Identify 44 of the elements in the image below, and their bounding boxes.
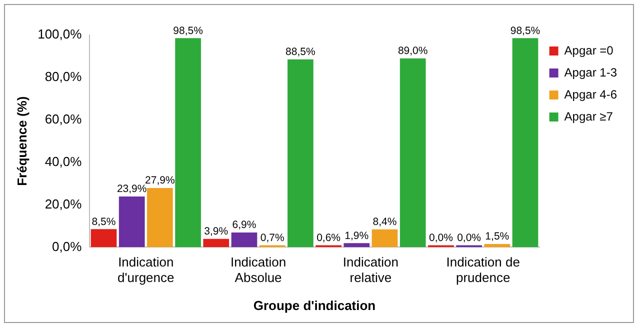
data-label: 0,6% [316, 232, 341, 244]
data-label: 98,5% [173, 24, 203, 37]
data-label: 27,9% [145, 174, 175, 187]
bar [484, 244, 510, 248]
bar [203, 238, 230, 248]
bar [288, 59, 314, 248]
x-axis-title: Groupe d'indication [253, 298, 376, 313]
bar [344, 243, 370, 248]
data-label: 1,5% [485, 230, 510, 243]
x-tick-label: Indication Absolue [230, 254, 286, 286]
data-label: 88,5% [286, 46, 316, 58]
data-label: 0,7% [260, 232, 284, 244]
legend-label: Apgar =0 [564, 43, 614, 58]
y-tick-label: 80,0% [44, 69, 82, 84]
bar [175, 38, 201, 248]
data-label: 23,9% [116, 183, 147, 196]
y-tick-label: 100,0% [38, 26, 82, 42]
bar [372, 229, 398, 248]
y-axis-title: Fréquence (%) [14, 96, 30, 186]
y-tick-label: 40,0% [44, 154, 82, 169]
x-tick-label: Indication de prudence [446, 254, 520, 286]
data-label: 8,4% [372, 216, 397, 228]
y-tick-label: 20,0% [44, 196, 82, 212]
legend-label: Apgar 1-3 [564, 65, 618, 80]
y-tick-label: 60,0% [44, 111, 82, 126]
bar [231, 232, 258, 248]
bar [147, 188, 173, 248]
bar [512, 38, 538, 248]
x-tick-label: Indication relative [342, 254, 399, 286]
data-label: 3,9% [204, 226, 228, 238]
data-label: 8,5% [92, 216, 116, 228]
data-label: 0,0% [428, 232, 453, 244]
bar [118, 196, 145, 248]
bar [400, 58, 426, 248]
data-label: 0,0% [457, 232, 482, 244]
legend-label: Apgar ≥7 [564, 109, 614, 124]
data-label: 89,0% [398, 44, 428, 57]
y-tick-label: 0,0% [52, 238, 82, 254]
legend-label: Apgar 4-6 [564, 87, 618, 102]
x-tick-label: Indication d'urgence [118, 254, 174, 286]
bar [90, 229, 117, 248]
data-label: 1,9% [344, 230, 369, 242]
data-label: 6,9% [232, 219, 256, 232]
data-label: 98,5% [510, 24, 540, 37]
